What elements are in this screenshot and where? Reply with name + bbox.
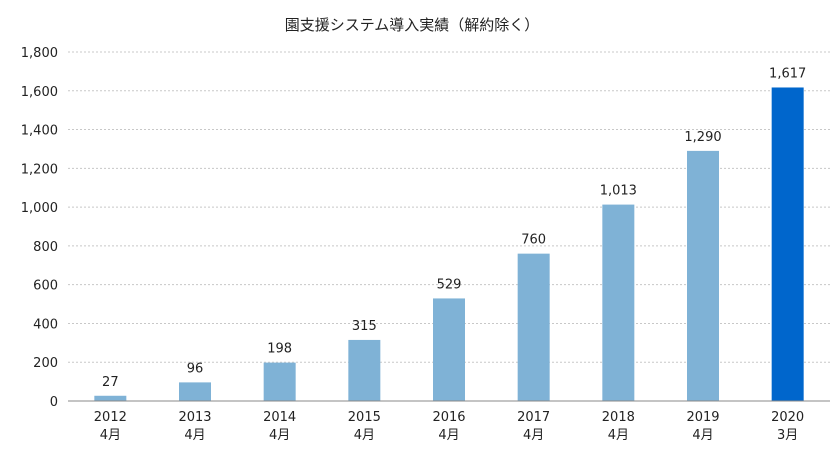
- data-label: 1,290: [684, 130, 721, 145]
- data-label: 198: [267, 342, 292, 357]
- y-tick-label: 1,600: [21, 85, 58, 100]
- y-tick-label: 200: [33, 356, 58, 371]
- bar: [263, 362, 296, 401]
- data-label: 315: [352, 319, 377, 334]
- x-tick-year: 2015: [348, 410, 381, 425]
- data-label: 529: [437, 277, 462, 292]
- chart-title: 園支援システム導入実績（解約除く）: [285, 16, 540, 34]
- bar: [433, 298, 465, 401]
- x-axis-ticks: 2012 4月 2013 4月 2014 4月 2015 4月 2016 4月 2017 4月 2018…: [94, 410, 804, 443]
- data-label: 27: [102, 375, 119, 390]
- y-tick-label: 0: [50, 395, 58, 410]
- y-tick-label: 1,200: [21, 162, 58, 177]
- x-tick-year: 2019: [686, 410, 719, 425]
- bars: [94, 87, 804, 402]
- x-tick-month: 4月: [354, 428, 375, 443]
- y-tick-label: 1,800: [21, 46, 58, 61]
- bar: [687, 150, 719, 401]
- bar: [602, 204, 635, 401]
- x-tick-year: 2018: [602, 410, 635, 425]
- bar: [94, 395, 127, 401]
- bar: [179, 382, 211, 401]
- x-tick-month: 4月: [100, 428, 121, 443]
- x-tick-month: 4月: [438, 428, 459, 443]
- data-label: 1,617: [769, 66, 806, 81]
- y-tick-label: 600: [33, 279, 58, 294]
- x-tick-year: 2013: [178, 410, 211, 425]
- x-tick-year: 2012: [94, 410, 127, 425]
- bar: [771, 87, 804, 402]
- y-axis-ticks: 0 200 400 600 800 1,000 1,200 1,400 1,600 1,800: [21, 46, 58, 410]
- x-tick-month: 4月: [692, 428, 713, 443]
- bar: [517, 253, 550, 401]
- data-label: 760: [521, 233, 546, 248]
- x-tick-year: 2016: [432, 410, 465, 425]
- x-tick-month: 4月: [184, 428, 205, 443]
- x-tick-month: 3月: [777, 428, 798, 443]
- x-tick-month: 4月: [269, 428, 290, 443]
- y-tick-label: 1,000: [21, 201, 58, 216]
- y-tick-label: 1,400: [21, 124, 58, 139]
- y-tick-label: 400: [33, 317, 58, 332]
- x-tick-month: 4月: [523, 428, 544, 443]
- y-tick-label: 800: [33, 240, 58, 255]
- x-tick-year: 2014: [263, 410, 296, 425]
- data-label: 1,013: [600, 184, 637, 199]
- x-tick-year: 2017: [517, 410, 550, 425]
- data-label: 96: [187, 361, 204, 376]
- x-tick-year: 2020: [771, 410, 804, 425]
- x-tick-month: 4月: [608, 428, 629, 443]
- bar: [348, 339, 381, 401]
- value-labels: 27 96 198 315 529 760 1,013 1,290 1,617: [102, 66, 806, 389]
